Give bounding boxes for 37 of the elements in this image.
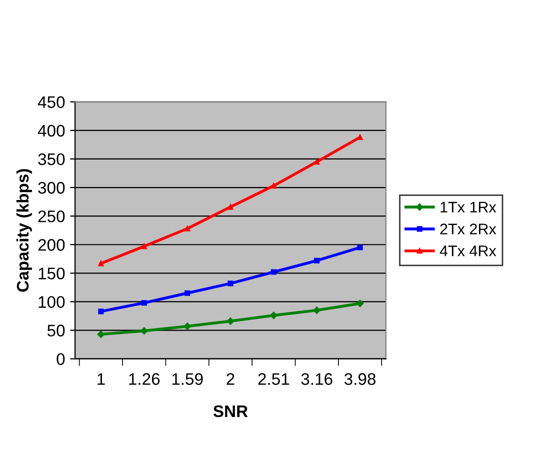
point bbox=[357, 244, 363, 250]
y-tick-label: 150 bbox=[38, 268, 65, 280]
x-tick-label: 3.16 bbox=[301, 373, 332, 385]
y-tick-label: 300 bbox=[38, 182, 65, 194]
x-tick-label: 1.59 bbox=[172, 373, 203, 385]
x-tick-label: 2.51 bbox=[258, 373, 290, 385]
point bbox=[97, 330, 105, 338]
x-axis-title: SNR bbox=[213, 405, 248, 418]
point bbox=[184, 226, 190, 232]
y-tick-label: 0 bbox=[56, 353, 65, 366]
x-tick-label: 3.98 bbox=[344, 373, 376, 385]
legend-label: 4Tx 4Rx bbox=[440, 246, 496, 256]
point bbox=[228, 280, 234, 286]
legend-label: 1Tx 1Rx bbox=[440, 202, 496, 212]
y-axis-title: Capacity (kbps) bbox=[16, 169, 32, 292]
x-tick-label: 1.26 bbox=[129, 373, 160, 385]
point bbox=[140, 327, 148, 334]
y-tick-label: 50 bbox=[47, 324, 65, 336]
point bbox=[270, 269, 276, 275]
point bbox=[184, 322, 191, 330]
point bbox=[270, 312, 278, 320]
point bbox=[141, 300, 147, 306]
x-tick-label: 2 bbox=[226, 373, 234, 385]
point bbox=[356, 300, 364, 308]
point bbox=[184, 290, 190, 296]
point bbox=[98, 308, 104, 314]
legend-label: 2Tx 2Rx bbox=[440, 224, 496, 234]
point bbox=[314, 258, 320, 264]
point bbox=[226, 317, 234, 325]
y-tick-label: 250 bbox=[38, 210, 65, 222]
y-tick-label: 100 bbox=[38, 296, 65, 308]
y-tick-label: 350 bbox=[38, 153, 65, 166]
y-tick-label: 450 bbox=[38, 96, 65, 108]
point bbox=[313, 306, 320, 314]
x-tick-label: 1 bbox=[98, 373, 105, 385]
y-tick-label: 200 bbox=[38, 239, 65, 251]
y-tick-label: 400 bbox=[38, 124, 65, 137]
